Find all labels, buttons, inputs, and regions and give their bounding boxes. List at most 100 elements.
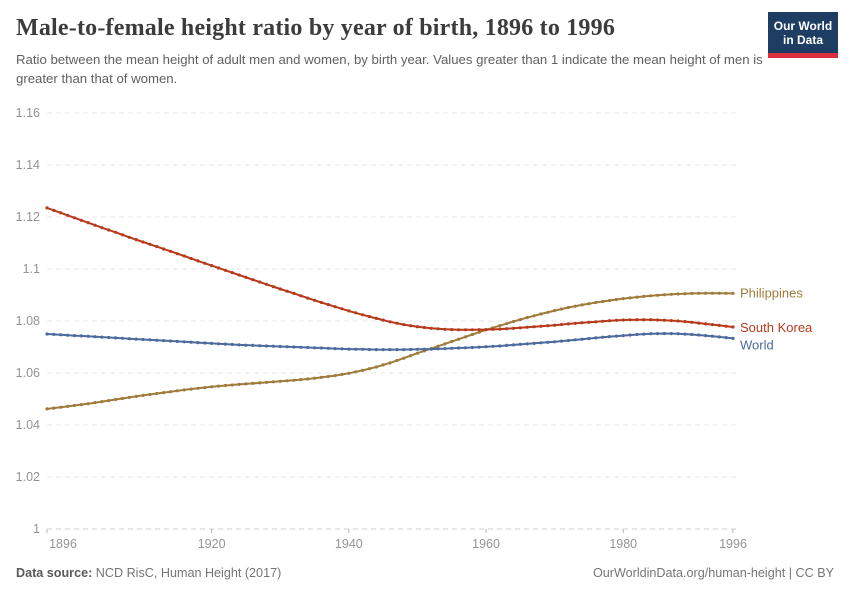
data-point bbox=[271, 285, 275, 289]
data-point bbox=[114, 336, 118, 340]
data-point bbox=[148, 338, 152, 342]
credit-link[interactable]: OurWorldinData.org/human-height | CC BY bbox=[592, 566, 834, 580]
series-philippines[interactable]: Philippines bbox=[45, 285, 803, 411]
data-point bbox=[374, 316, 378, 320]
data-point bbox=[155, 338, 159, 342]
data-point bbox=[340, 347, 344, 351]
data-point bbox=[498, 324, 502, 328]
data-point bbox=[285, 345, 289, 349]
data-point bbox=[285, 289, 289, 293]
y-axis-tick-label: 1.14 bbox=[16, 158, 40, 172]
data-point bbox=[223, 342, 227, 346]
data-point bbox=[162, 391, 166, 395]
data-point bbox=[333, 305, 337, 309]
data-point bbox=[127, 235, 131, 239]
data-point bbox=[676, 319, 680, 323]
data-point bbox=[607, 319, 612, 323]
data-point bbox=[223, 383, 227, 388]
data-point bbox=[553, 340, 557, 344]
data-point bbox=[559, 339, 564, 343]
data-point bbox=[457, 337, 461, 341]
data-point bbox=[285, 379, 289, 383]
legend-label-philippines[interactable]: Philippines bbox=[740, 285, 803, 300]
data-point bbox=[326, 374, 330, 379]
data-point bbox=[690, 291, 694, 295]
data-point bbox=[443, 347, 447, 351]
data-point bbox=[649, 318, 653, 322]
data-point bbox=[374, 348, 378, 352]
data-point bbox=[299, 378, 303, 382]
data-point bbox=[525, 316, 529, 320]
data-point bbox=[182, 388, 186, 392]
data-point bbox=[566, 322, 571, 326]
data-point bbox=[697, 291, 701, 295]
data-point bbox=[155, 391, 159, 396]
owid-logo[interactable]: Our World in Data bbox=[768, 12, 838, 58]
data-point bbox=[635, 318, 639, 322]
y-axis-tick-label: 1.16 bbox=[16, 106, 40, 120]
data-point bbox=[237, 343, 241, 347]
data-point bbox=[347, 309, 351, 313]
data-point bbox=[580, 337, 584, 341]
data-point bbox=[107, 399, 111, 403]
legend-label-south-korea[interactable]: South Korea bbox=[740, 320, 813, 335]
data-point bbox=[312, 346, 317, 350]
data-point bbox=[354, 311, 358, 315]
data-point bbox=[388, 361, 392, 365]
data-point bbox=[251, 278, 255, 282]
data-point bbox=[628, 333, 632, 337]
data-point bbox=[66, 333, 70, 337]
data-point bbox=[422, 325, 426, 330]
data-point bbox=[601, 299, 605, 304]
data-point bbox=[587, 320, 591, 324]
data-point bbox=[477, 330, 481, 334]
data-point bbox=[580, 321, 584, 325]
data-point bbox=[614, 318, 619, 322]
series-south-korea[interactable]: South Korea bbox=[45, 206, 813, 335]
data-point bbox=[306, 345, 310, 350]
data-point bbox=[45, 206, 49, 210]
data-point bbox=[436, 327, 440, 331]
data-point bbox=[710, 291, 715, 295]
data-point bbox=[210, 385, 214, 389]
data-point bbox=[415, 325, 419, 329]
data-point bbox=[86, 221, 90, 225]
data-point bbox=[278, 344, 282, 349]
data-point bbox=[614, 297, 619, 302]
data-point bbox=[100, 335, 104, 339]
data-point bbox=[532, 325, 536, 329]
data-point bbox=[731, 325, 735, 329]
data-point bbox=[587, 337, 591, 341]
data-point bbox=[655, 293, 660, 297]
data-source-text[interactable]: NCD RisC, Human Height (2017) bbox=[92, 566, 282, 580]
data-point bbox=[196, 259, 200, 263]
data-point bbox=[662, 331, 667, 336]
data-point bbox=[388, 320, 392, 324]
data-point bbox=[367, 347, 371, 352]
data-point bbox=[594, 336, 598, 340]
series-world[interactable]: World bbox=[45, 331, 774, 353]
data-point bbox=[518, 318, 522, 322]
data-point bbox=[333, 374, 337, 378]
data-point bbox=[374, 365, 378, 369]
data-point bbox=[614, 334, 619, 338]
data-point bbox=[189, 256, 193, 261]
x-axis-tick-label: 1960 bbox=[472, 537, 500, 551]
data-point bbox=[72, 216, 76, 220]
data-point bbox=[299, 294, 303, 298]
data-point bbox=[292, 291, 296, 295]
chart-title: Male-to-female height ratio by year of b… bbox=[16, 15, 616, 41]
data-point bbox=[361, 368, 365, 372]
data-point bbox=[559, 322, 564, 327]
chart-footer: Data source: NCD RisC, Human Height (201… bbox=[0, 566, 850, 580]
data-point bbox=[463, 346, 468, 350]
x-axis-tick-label: 1980 bbox=[609, 537, 637, 551]
legend-label-world[interactable]: World bbox=[740, 337, 774, 352]
data-point bbox=[511, 319, 516, 324]
data-point bbox=[52, 332, 56, 336]
data-point bbox=[114, 397, 118, 402]
data-point bbox=[100, 226, 104, 230]
data-point bbox=[79, 218, 83, 222]
data-point bbox=[230, 271, 234, 275]
